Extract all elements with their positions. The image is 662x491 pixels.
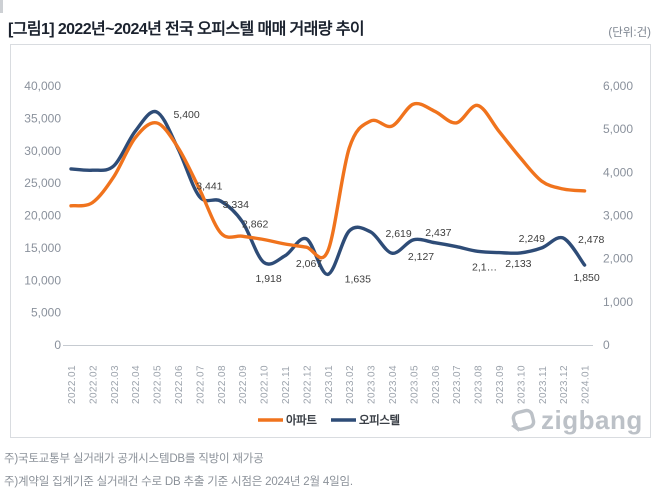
data-label: 2,249 xyxy=(519,233,545,245)
footnote-line: 주)국토교통부 실거래가 공개시스템DB를 직방이 재가공 xyxy=(4,453,264,465)
x-axis-month-label: 2023.09 xyxy=(495,365,506,404)
right-axis-tick-label: 4,000 xyxy=(603,165,633,179)
right-axis-tick-label: 2,000 xyxy=(603,252,633,266)
unit-note: (단위:건) xyxy=(608,27,651,39)
x-axis-month-label: 2022.11 xyxy=(281,366,292,404)
x-axis-month-label: 2023.11 xyxy=(538,366,549,404)
right-axis-tick-label: 5,000 xyxy=(603,122,633,136)
data-label: 2,067 xyxy=(296,258,322,270)
left-axis-tick-label: 15,000 xyxy=(24,241,61,255)
x-axis-month-label: 2022.06 xyxy=(174,365,185,404)
data-label: 2,133 xyxy=(505,258,531,270)
corner-tick-decoration xyxy=(0,0,3,13)
officetel-line xyxy=(69,109,587,277)
data-label: 3,334 xyxy=(223,199,249,211)
data-label: 2,1… xyxy=(472,261,497,273)
x-axis-month-label: 2023.03 xyxy=(367,365,378,404)
x-axis-month-label: 2024.01 xyxy=(581,365,592,404)
x-axis-month-label: 2022.09 xyxy=(238,365,249,404)
right-axis-tick-label: 6,000 xyxy=(603,79,633,93)
x-axis-month-label: 2022.12 xyxy=(302,365,313,404)
data-label: 1,918 xyxy=(255,273,281,285)
x-axis-month-label: 2023.08 xyxy=(474,365,485,404)
data-label: 2,437 xyxy=(425,227,451,239)
footnotes: 주)국토교통부 실거래가 공개시스템DB를 직방이 재가공 주)계약일 집계기준… xyxy=(4,448,353,491)
x-axis-month-label: 2023.12 xyxy=(559,365,570,404)
x-axis-month-label: 2023.10 xyxy=(516,365,527,404)
data-label: 2,862 xyxy=(242,218,268,230)
x-axis-month-label: 2022.04 xyxy=(131,365,142,404)
line-chart: 0 5,000 10,000 15,000 20,000 25,000 30,000 35,0… xyxy=(24,79,643,435)
x-axis-month-label: 2023.05 xyxy=(409,365,420,404)
x-axis-month-label: 2022.05 xyxy=(153,365,164,404)
left-axis-tick-label: 5,000 xyxy=(31,306,61,320)
data-label: 1,850 xyxy=(573,272,599,284)
zigbang-wordmark: zigbang xyxy=(541,405,643,435)
x-axis-month-label: 2022.10 xyxy=(260,365,271,404)
data-label: 5,400 xyxy=(173,109,199,121)
x-axis-month-label: 2023.04 xyxy=(388,365,399,404)
x-axis-month-label: 2023.07 xyxy=(452,365,463,404)
left-axis-tick-label: 30,000 xyxy=(24,144,61,158)
left-axis-tick-label: 0 xyxy=(54,338,61,352)
x-axis-month-label: 2023.02 xyxy=(345,365,356,404)
data-label: 1,635 xyxy=(345,273,371,285)
page-title: [그림1] 2022년~2024년 전국 오피스텔 매매 거래량 추이 xyxy=(8,21,365,38)
x-axis-month-label: 2022.03 xyxy=(110,365,121,404)
x-axis-month-label: 2022.08 xyxy=(217,365,228,404)
apartment-line xyxy=(69,101,587,260)
left-axis-tick-label: 25,000 xyxy=(24,176,61,190)
zigbang-logo: zigbang xyxy=(511,405,643,435)
x-axis-month-label: 2022.01 xyxy=(67,365,78,404)
x-axis-month-label: 2022.07 xyxy=(195,365,206,404)
x-axis-month-label: 2022.02 xyxy=(88,365,99,404)
left-axis-tick-label: 40,000 xyxy=(24,79,61,93)
legend-label: 오피스텔 xyxy=(359,413,400,427)
right-axis-tick-label: 1,000 xyxy=(603,295,633,309)
left-axis-tick-label: 20,000 xyxy=(24,209,61,223)
data-label: 3,441 xyxy=(196,180,222,192)
x-axis-month-label: 2023.06 xyxy=(431,365,442,404)
zigbang-bubble-icon xyxy=(511,408,536,431)
data-label: 2,127 xyxy=(408,251,434,263)
x-axis-month-label: 2023.01 xyxy=(324,365,335,404)
footnote-line: 주)계약일 집계기준 실거래건 수로 DB 추출 기준 시점은 2024년 2월… xyxy=(4,475,353,488)
chart-frame: 0 5,000 10,000 15,000 20,000 25,000 30,000 35,0… xyxy=(10,44,651,438)
right-axis-tick-label: 3,000 xyxy=(603,209,633,223)
left-axis-tick-label: 35,000 xyxy=(24,111,61,125)
data-label: 2,478 xyxy=(578,234,604,246)
legend-label: 아파트 xyxy=(286,413,317,427)
left-axis-tick-label: 10,000 xyxy=(24,273,61,287)
data-label: 2,619 xyxy=(385,228,411,240)
zigbang-bubble-tail xyxy=(511,423,519,432)
right-axis-tick-label: 0 xyxy=(603,338,610,352)
